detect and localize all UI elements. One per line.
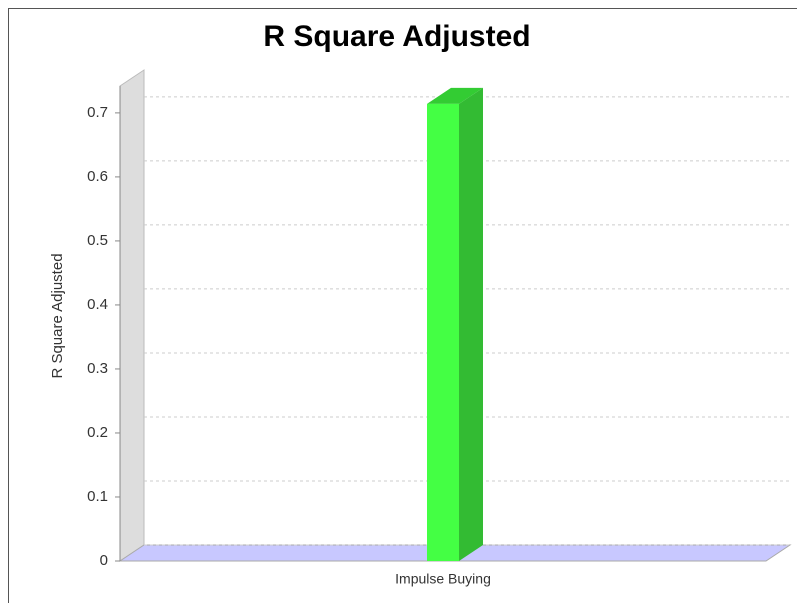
- y-tick-label: 0.2: [87, 424, 108, 441]
- y-tick-label: 0.1: [87, 488, 108, 505]
- y-tick-label: 0.3: [87, 360, 108, 377]
- y-tick-label: 0.7: [87, 104, 108, 121]
- bar-side: [459, 87, 483, 561]
- y-tick-label: 0.6: [87, 168, 108, 185]
- y-tick-label: 0: [100, 552, 108, 569]
- y-tick-label: 0.5: [87, 232, 108, 249]
- left-wall: [119, 69, 145, 562]
- bar-front: [427, 103, 459, 561]
- x-tick-label: Impulse Buying: [395, 571, 491, 587]
- y-tick-label: 0.4: [87, 296, 108, 313]
- y-axis-label: R Square Adjusted: [49, 253, 66, 378]
- bar-top: [427, 87, 483, 104]
- chart-title: R Square Adjusted: [263, 20, 530, 53]
- bar: [427, 87, 483, 561]
